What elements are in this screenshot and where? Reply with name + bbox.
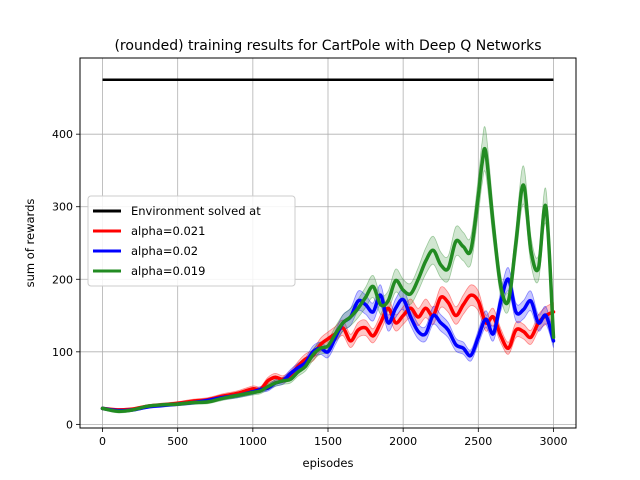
legend: Environment solved at alpha=0.021 alpha=0.… (87, 195, 296, 287)
axis-ticks: 0 500 1000 1500 2000 2500 3000 0 100 200 300 400 (52, 128, 567, 448)
x-tick-label: 500 (167, 435, 188, 448)
x-tick-label: 0 (99, 435, 106, 448)
x-tick-label: 3000 (539, 435, 567, 448)
series-line-alpha-0-019 (100, 146, 556, 414)
y-tick-label: 200 (52, 273, 73, 286)
legend-label: alpha=0.021 (131, 224, 205, 238)
legend-label: alpha=0.019 (131, 264, 205, 278)
x-tick-label: 2000 (389, 435, 417, 448)
x-tick-label: 1500 (314, 435, 342, 448)
y-tick-label: 100 (52, 346, 73, 359)
series-lines (100, 78, 556, 414)
x-axis-label: episodes (303, 456, 354, 470)
y-tick-label: 300 (52, 201, 73, 214)
legend-label: alpha=0.02 (131, 244, 198, 258)
x-tick-label: 2500 (464, 435, 492, 448)
chart-title: (rounded) training results for CartPole … (114, 38, 541, 54)
legend-box (87, 195, 296, 287)
legend-label: Environment solved at (131, 204, 261, 218)
y-axis-label: sum of rewards (23, 199, 37, 288)
y-tick-label: 400 (52, 128, 73, 141)
y-tick-label: 0 (66, 418, 73, 431)
x-tick-label: 1000 (239, 435, 267, 448)
